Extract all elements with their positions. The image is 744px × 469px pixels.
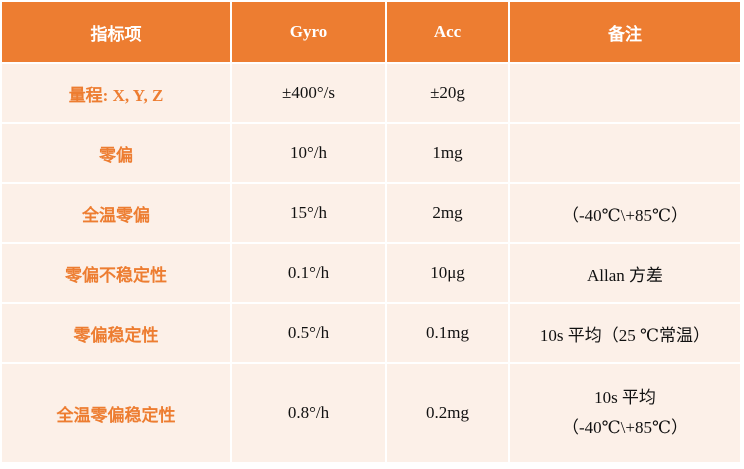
header-cell: Acc	[385, 0, 510, 64]
cell: 15°/h	[230, 182, 387, 244]
table-row: 全温零偏稳定性 0.8°/h 0.2mg 10s 平均 （-40℃\+85℃）	[0, 362, 742, 464]
cell-line: （-40℃\+85℃）	[561, 418, 688, 437]
row-label: 零偏稳定性	[0, 302, 232, 364]
cell: Allan 方差	[508, 242, 742, 304]
row-label: 零偏不稳定性	[0, 242, 232, 304]
cell: 0.2mg	[385, 362, 510, 464]
cell-line: 10s 平均	[594, 388, 656, 407]
table-row: 量程: X, Y, Z ±400°/s ±20g	[0, 62, 742, 124]
header-cell: 备注	[508, 0, 742, 64]
table-row: 全温零偏 15°/h 2mg （-40℃\+85℃）	[0, 182, 742, 244]
cell: 2mg	[385, 182, 510, 244]
cell: 10μg	[385, 242, 510, 304]
table-row: 零偏不稳定性 0.1°/h 10μg Allan 方差	[0, 242, 742, 304]
cell: 10s 平均 （-40℃\+85℃）	[508, 362, 742, 464]
row-label: 零偏	[0, 122, 232, 184]
cell: 10°/h	[230, 122, 387, 184]
row-label: 全温零偏	[0, 182, 232, 244]
table-row: 零偏稳定性 0.5°/h 0.1mg 10s 平均（25 ℃常温）	[0, 302, 742, 364]
cell: 0.1mg	[385, 302, 510, 364]
cell: 10s 平均（25 ℃常温）	[508, 302, 742, 364]
header-cell: Gyro	[230, 0, 387, 64]
header-row: 指标项 Gyro Acc 备注	[0, 0, 742, 64]
table-body: 量程: X, Y, Z ±400°/s ±20g 零偏 10°/h 1mg 全温零偏 15°/…	[0, 62, 742, 464]
cell: （-40℃\+85℃）	[508, 182, 742, 244]
row-label: 全温零偏稳定性	[0, 362, 232, 464]
empty-cell	[508, 122, 742, 184]
cell: 0.1°/h	[230, 242, 387, 304]
cell: ±400°/s	[230, 62, 387, 124]
row-label: 量程: X, Y, Z	[0, 62, 232, 124]
cell: 1mg	[385, 122, 510, 184]
empty-cell	[508, 62, 742, 124]
cell: 0.5°/h	[230, 302, 387, 364]
cell: ±20g	[385, 62, 510, 124]
table-row: 零偏 10°/h 1mg	[0, 122, 742, 184]
header-cell: 指标项	[0, 0, 232, 64]
cell: 0.8°/h	[230, 362, 387, 464]
